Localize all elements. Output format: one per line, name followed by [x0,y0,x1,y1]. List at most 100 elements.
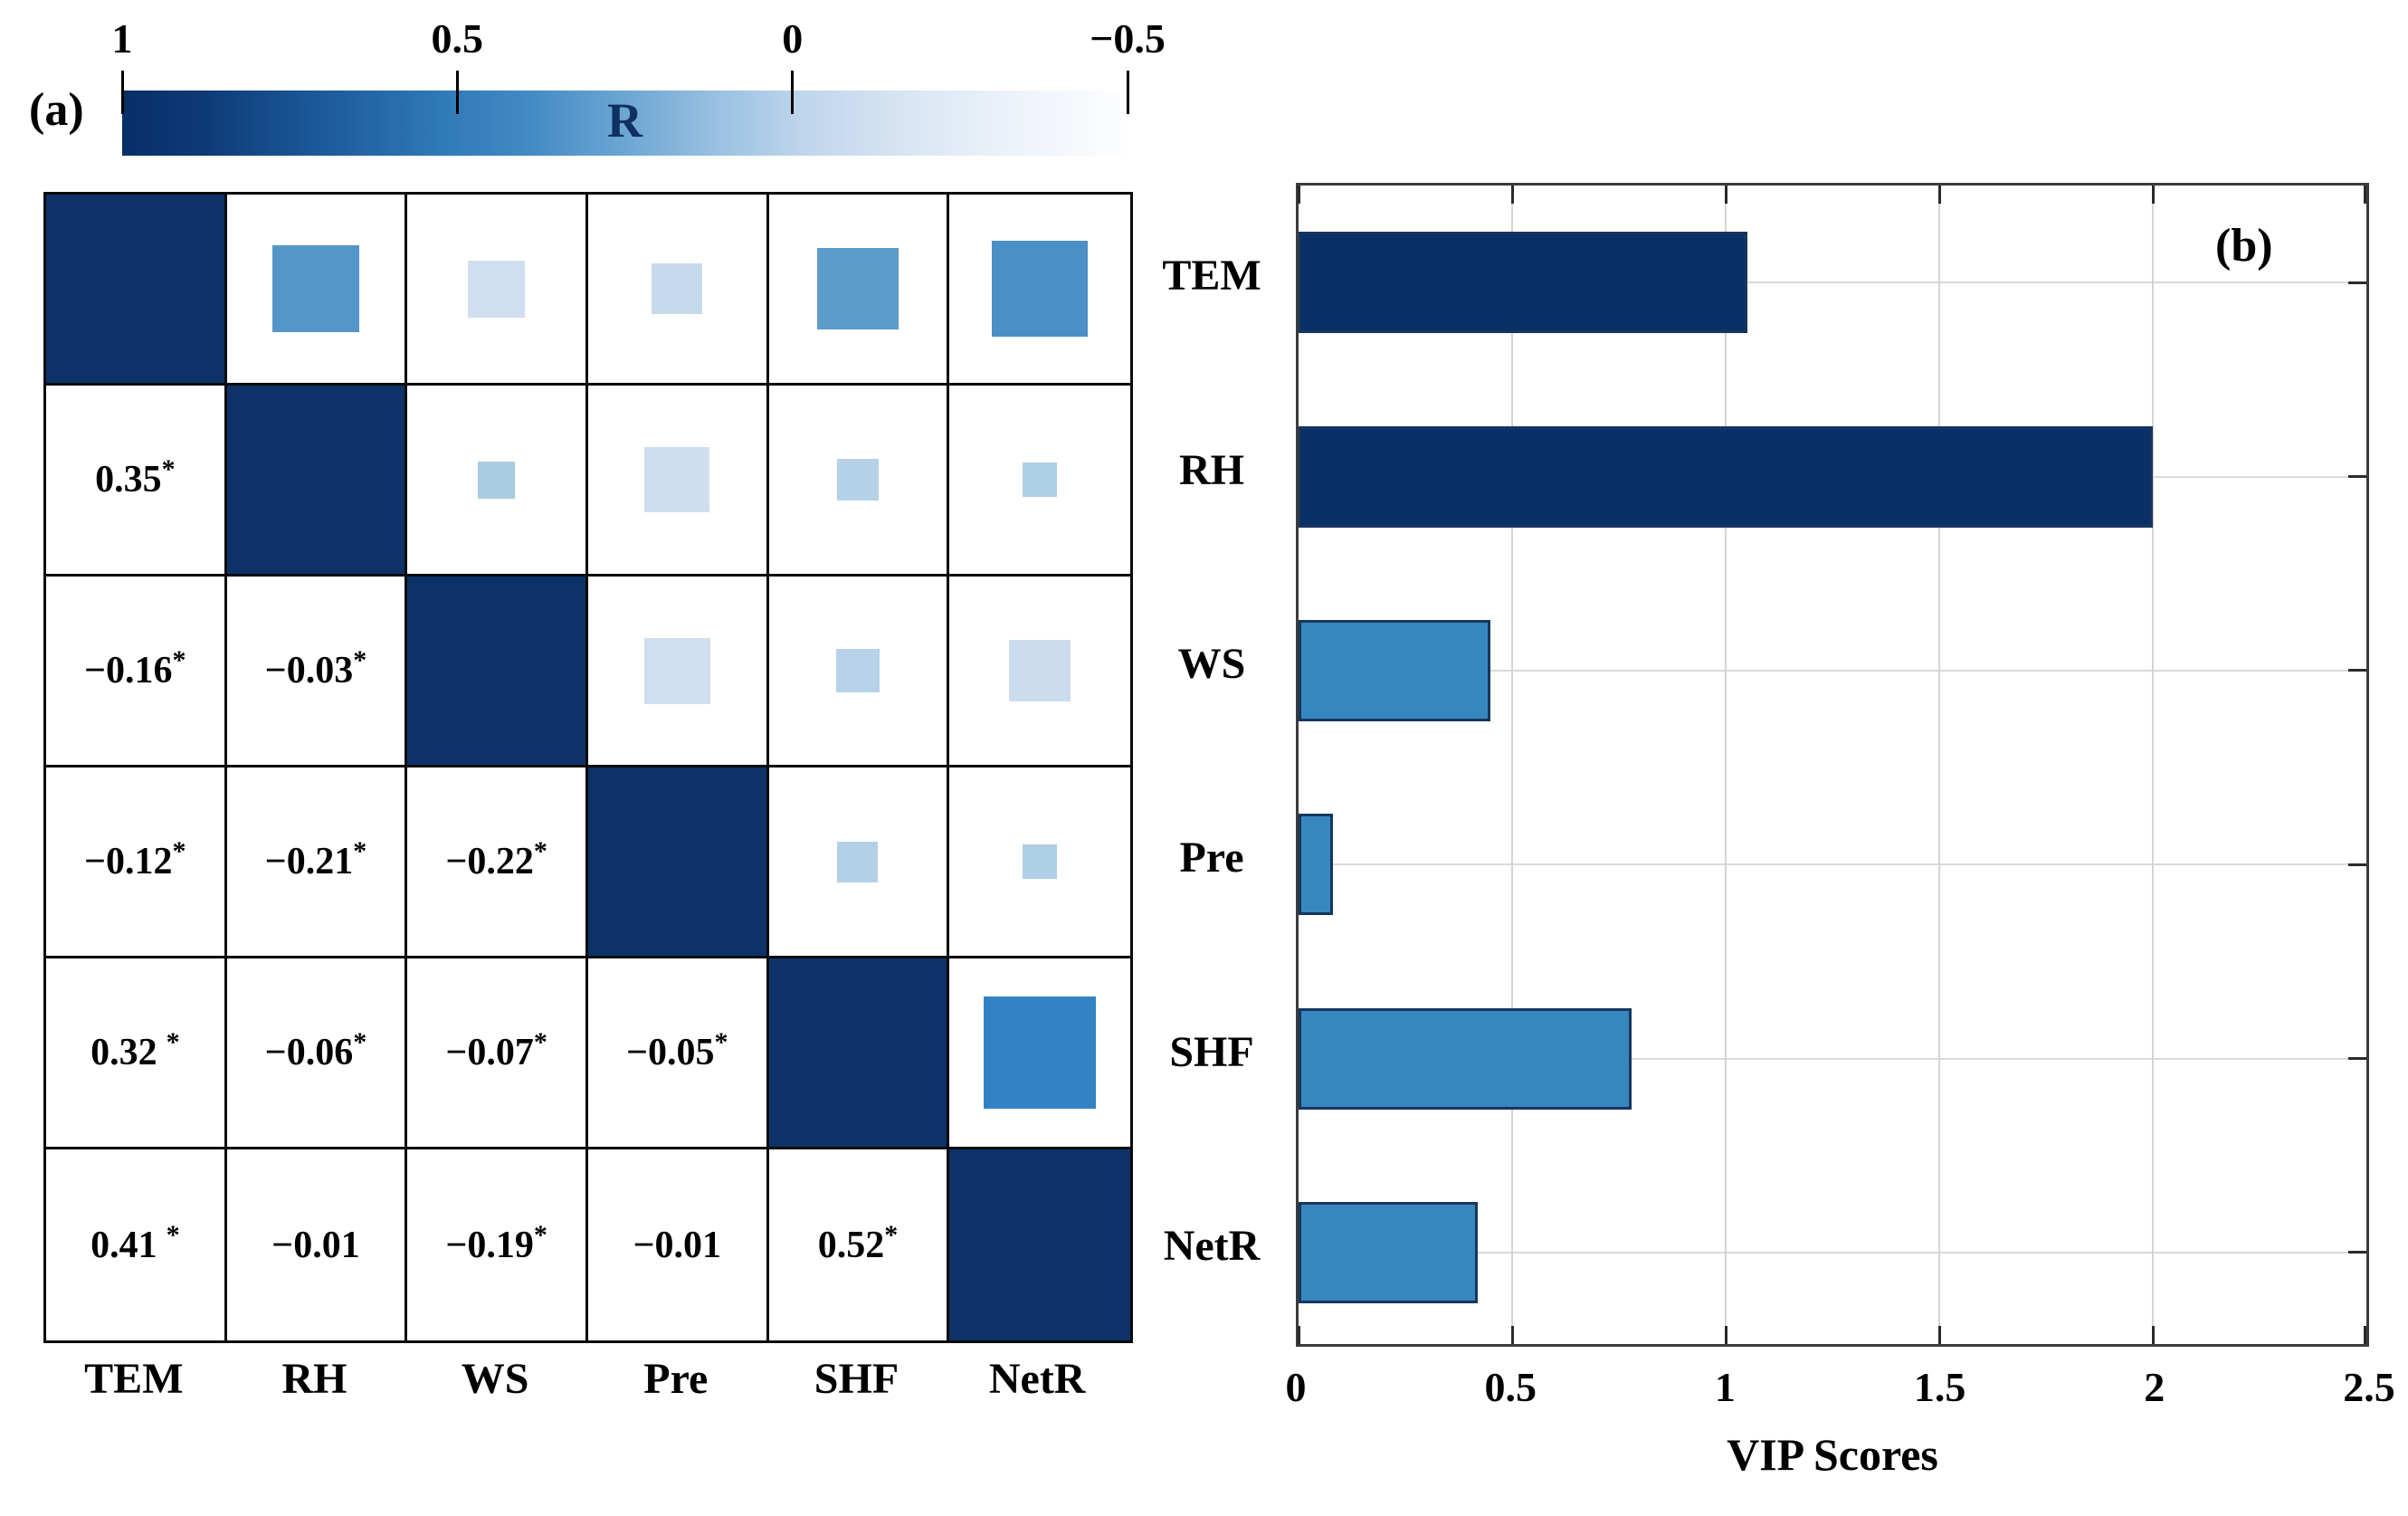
correlation-square [992,241,1089,337]
vip-x-tick-label: 1.5 [1913,1364,1966,1410]
matrix-cell-NetR-Pre: −0.01 [588,1149,769,1340]
gridline-vertical [1938,186,1940,1344]
matrix-cell-TEM-RH [226,195,408,386]
panel-b-label: (b) [2215,220,2273,272]
correlation-square [836,459,879,501]
colorbar-tick-label: 1 [111,15,133,62]
vip-x-tick-label: 0 [1285,1364,1307,1410]
vip-bar-plot [1296,183,2369,1347]
category-label-WS: WS [1177,639,1246,688]
matrix-cell-Pre-Pre [588,768,769,958]
correlation-square [1023,844,1058,879]
gridline-horizontal [1299,281,2366,284]
colorbar-tick-mark [791,71,795,114]
gridline-horizontal [1299,1057,2366,1060]
matrix-cell-RH-SHF [768,386,950,577]
y-tick-mark [2348,1057,2366,1060]
correlation-square [643,637,710,704]
correlation-value: −0.05* [626,1027,728,1074]
matrix-cell-Pre-TEM: −0.12* [46,768,227,958]
matrix-cell-WS-SHF [768,577,950,768]
matrix-cell-NetR-RH: −0.01 [226,1149,408,1340]
matrix-cell-WS-NetR [949,577,1130,768]
correlation-value: −0.06* [264,1027,367,1074]
correlation-value: −0.16* [84,645,186,692]
matrix-cell-Pre-NetR [949,768,1130,958]
y-tick-mark [2348,669,2366,672]
correlation-value: −0.21* [264,836,367,883]
x-tick-mark [2151,1326,2155,1344]
x-tick-mark [1297,1326,1300,1344]
y-tick-mark [2348,863,2366,866]
matrix-cell-SHF-Pre: −0.05* [588,958,769,1149]
gridline-horizontal [1299,1251,2366,1254]
matrix-cell-NetR-TEM: 0.41 * [46,1149,227,1340]
matrix-cell-NetR-NetR [949,1149,1130,1340]
matrix-cell-TEM-TEM [46,195,227,386]
matrix-cell-WS-Pre [588,577,769,768]
matrix-cell-TEM-NetR [949,195,1130,386]
matrix-cell-NetR-WS: −0.19* [407,1149,588,1340]
correlation-value: 0.52* [817,1219,899,1266]
vip-x-tick-label: 0.5 [1484,1364,1537,1410]
correlation-matrix: 0.35* −0.16* −0.03* −0.12* −0.21* −0.22* 0.32 *… [43,192,1133,1343]
correlation-square [835,649,880,692]
colorbar-tick-label: 0 [782,15,804,62]
correlation-square [837,841,879,882]
matrix-col-label-Pre: Pre [643,1355,709,1403]
matrix-cell-WS-RH: −0.03* [226,577,408,768]
category-label-Pre: Pre [1179,834,1244,882]
correlation-value: 0.32 * [90,1027,180,1074]
colorbar-ticks: 1 0.5 0 −0.5 [112,0,1166,163]
matrix-cell-SHF-WS: −0.07* [407,958,588,1149]
matrix-cell-WS-TEM: −0.16* [46,577,227,768]
vip-x-tick-label: 2.5 [2343,1364,2395,1410]
matrix-cell-RH-RH [226,386,408,577]
gridline-vertical [1511,186,1513,1344]
y-tick-mark [2348,281,2366,284]
correlation-square [644,447,710,512]
matrix-cell-WS-WS [407,577,588,768]
x-tick-mark [2364,1326,2366,1344]
matrix-col-label-RH: RH [281,1355,347,1403]
matrix-cell-RH-NetR [949,386,1130,577]
correlation-value: −0.19* [445,1219,547,1266]
correlation-value: −0.03* [264,645,367,692]
correlation-value: 0.35* [95,454,176,501]
matrix-cell-Pre-RH: −0.21* [226,768,408,958]
gridline-horizontal [1299,863,2366,866]
vip-bar-Pre [1299,814,1333,916]
matrix-cell-TEM-Pre [588,195,769,386]
vip-x-tick-label: 2 [2144,1364,2165,1410]
correlation-value: −0.01 [271,1224,360,1266]
category-label-NetR: NetR [1163,1221,1261,1270]
matrix-cell-RH-TEM: 0.35* [46,386,227,577]
gridline-vertical [2152,186,2154,1344]
x-tick-mark [1510,1326,1514,1344]
matrix-col-label-SHF: SHF [814,1355,899,1403]
y-tick-mark [2348,1251,2366,1254]
matrix-cell-RH-Pre [588,386,769,577]
category-label-RH: RH [1179,445,1244,494]
correlation-square [1023,462,1058,497]
x-tick-mark [2364,186,2366,204]
matrix-cell-RH-WS [407,386,588,577]
matrix-col-label-WS: WS [461,1355,529,1403]
x-tick-mark [2151,186,2155,204]
vip-bar-WS [1299,619,1490,721]
matrix-cell-TEM-WS [407,195,588,386]
gridline-horizontal [1299,669,2366,672]
correlation-value: −0.22* [445,836,547,883]
correlation-square [816,248,899,329]
correlation-square [1009,640,1071,701]
matrix-col-label-TEM: TEM [84,1355,184,1403]
x-tick-mark [1724,1326,1727,1344]
matrix-cell-NetR-SHF: 0.52* [768,1149,950,1340]
colorbar-gradient [122,91,1128,156]
vip-x-tick-label: 1 [1714,1364,1736,1410]
colorbar-tick-mark [120,71,124,114]
correlation-value: −0.12* [84,836,186,883]
vip-bar-NetR [1299,1201,1478,1303]
x-tick-mark [1937,1326,1941,1344]
